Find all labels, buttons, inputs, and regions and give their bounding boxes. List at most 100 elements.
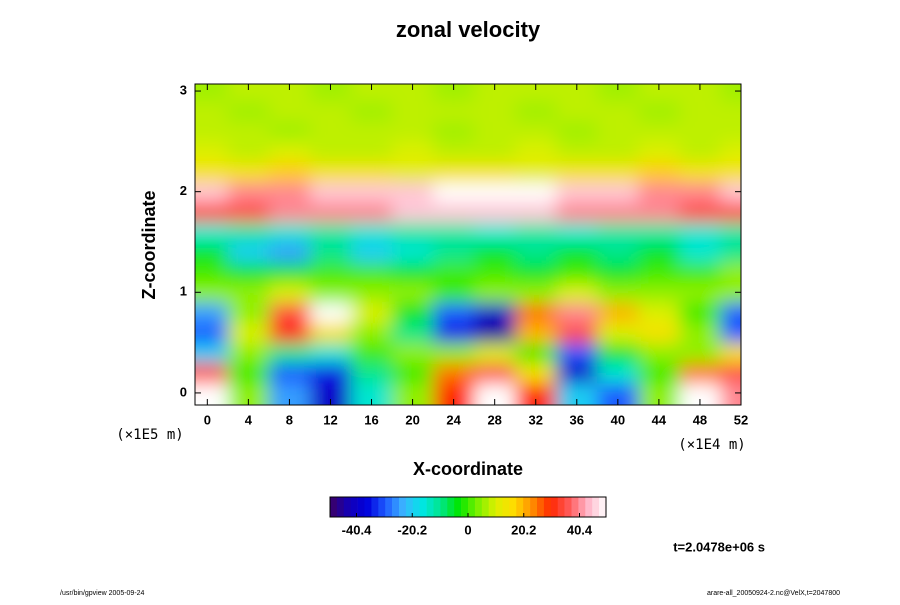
heat-cell [474, 362, 516, 384]
heat-cell [515, 201, 557, 223]
heat-cell [597, 84, 639, 102]
heat-cell [638, 221, 680, 243]
heat-cell [392, 382, 434, 405]
heat-cell [392, 362, 434, 384]
heat-cell [351, 342, 393, 364]
heat-cell [515, 141, 557, 162]
heat-cell [392, 262, 434, 283]
colorbar-segment [343, 497, 351, 517]
x-tick-label: 52 [734, 412, 748, 427]
heat-cell [720, 382, 741, 405]
heat-cell [392, 282, 434, 303]
heat-cell [720, 84, 741, 102]
heat-cell [638, 101, 680, 122]
heat-cell [195, 322, 229, 344]
heat-cell [720, 241, 741, 263]
heat-cell [351, 84, 393, 102]
heat-cell [268, 101, 311, 122]
heat-cell [268, 302, 311, 323]
colorbar-tick-label: -20.2 [397, 522, 427, 537]
colorbar-segment [599, 497, 607, 517]
heat-cell [309, 302, 352, 323]
heat-cell [268, 282, 311, 303]
colorbar-segment [433, 497, 441, 517]
colorbar-tick-label: 0 [464, 522, 471, 537]
heat-cell [392, 302, 434, 323]
heat-cell [638, 322, 680, 344]
heat-cell [556, 241, 598, 263]
heat-cell [392, 121, 434, 142]
heat-cell [309, 201, 352, 223]
colorbar-segment [509, 497, 517, 517]
colorbar-segment [357, 497, 365, 517]
heat-cell [556, 181, 598, 203]
heat-cell [515, 101, 557, 122]
heat-cell [268, 181, 311, 203]
heat-cell [309, 101, 352, 122]
heat-cell [515, 302, 557, 323]
field [195, 84, 741, 405]
colorbar-tick-label: 20.2 [511, 522, 536, 537]
heat-cell [195, 241, 229, 263]
x-tick-label: 0 [204, 412, 211, 427]
heat-cell [433, 121, 475, 142]
heat-cell [597, 141, 639, 162]
heat-cell [227, 141, 270, 162]
heat-cell [195, 84, 229, 102]
x-tick-label: 32 [529, 412, 543, 427]
heat-cell [309, 362, 352, 384]
heat-cell [638, 161, 680, 183]
heat-cell [309, 161, 352, 183]
heat-cell [433, 302, 475, 323]
x-tick-label: 48 [693, 412, 707, 427]
x-tick-label: 24 [446, 412, 461, 427]
heat-cell [195, 221, 229, 243]
heat-cell [309, 181, 352, 203]
heat-cell [433, 201, 475, 223]
heat-cell [195, 302, 229, 323]
heat-cell [227, 121, 270, 142]
heat-cell [433, 362, 475, 384]
colorbar-segment [481, 497, 489, 517]
heat-cell [433, 141, 475, 162]
heat-cell [597, 121, 639, 142]
heat-cell [392, 161, 434, 183]
y-unit: (×1E5 m) [116, 427, 183, 443]
heat-cell [679, 262, 721, 283]
heat-cell [309, 221, 352, 243]
heat-cell [351, 121, 393, 142]
heat-cell [392, 84, 434, 102]
heat-cell [556, 382, 598, 405]
colorbar-segment [330, 497, 338, 517]
heat-cell [474, 161, 516, 183]
heat-cell [679, 121, 721, 142]
heat-cell [227, 322, 270, 344]
heat-cell [597, 362, 639, 384]
heat-cell [515, 121, 557, 142]
heat-cell [638, 342, 680, 364]
heat-cell [195, 382, 229, 405]
heat-cell [515, 241, 557, 263]
colorbar-segment [412, 497, 420, 517]
heat-cell [597, 322, 639, 344]
x-tick-label: 44 [652, 412, 667, 427]
heat-cell [638, 262, 680, 283]
colorbar-segment [592, 497, 600, 517]
heat-cell [195, 201, 229, 223]
heat-cell [597, 342, 639, 364]
heat-cell [556, 322, 598, 344]
heat-cell [351, 201, 393, 223]
heat-cell [195, 121, 229, 142]
heat-cell [515, 362, 557, 384]
heat-cell [474, 282, 516, 303]
heat-cell [309, 121, 352, 142]
heat-cell [638, 181, 680, 203]
heat-cell [597, 262, 639, 283]
heat-cell [556, 302, 598, 323]
heat-cell [392, 322, 434, 344]
heat-cell [638, 282, 680, 303]
colorbar-segment [523, 497, 531, 517]
heat-cell [268, 121, 311, 142]
y-tick-label: 0 [180, 384, 187, 399]
heat-cell [433, 262, 475, 283]
